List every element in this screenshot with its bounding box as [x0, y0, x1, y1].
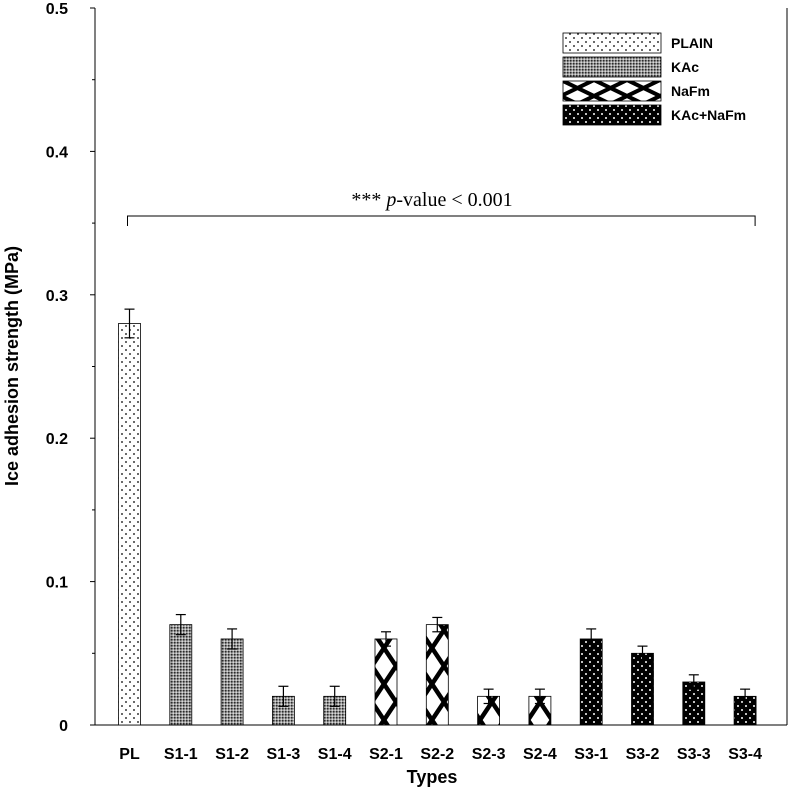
legend-swatch-kacnafm [562, 104, 662, 126]
x-tick-label: S3-4 [728, 746, 762, 763]
significance-label: *** p-value < 0.001 [351, 189, 512, 211]
y-tick-label: 0.4 [46, 144, 68, 161]
x-tick-label: S2-1 [369, 746, 403, 763]
legend-swatch-plain [562, 32, 662, 54]
x-tick-label: S1-3 [267, 746, 301, 763]
x-tick-label: S1-1 [164, 746, 198, 763]
y-tick-label: 0.1 [46, 575, 68, 592]
x-tick-label: PL [119, 746, 140, 763]
significance-annotation: *** p-value < 0.001 [127, 189, 756, 226]
legend-label: KAc [671, 59, 699, 75]
y-tick-label: 0.3 [46, 288, 68, 305]
bar-s3-2 [631, 652, 654, 726]
bar-s2-1 [374, 638, 398, 726]
legend-swatch-kac [562, 56, 662, 78]
legend-swatch-nafm [562, 80, 662, 102]
y-axis-title: Ice adhesion strength (MPa) [2, 246, 22, 486]
y-tick-label: 0 [59, 718, 68, 735]
legend-label: NaFm [671, 83, 710, 99]
legend-label: KAc+NaFm [671, 107, 746, 123]
legend-label: PLAIN [671, 35, 713, 51]
y-tick-label: 0.5 [46, 1, 68, 18]
x-tick-label: S3-1 [574, 746, 608, 763]
bar-s1-2 [220, 638, 244, 726]
x-tick-label: S1-2 [215, 746, 249, 763]
legend: PLAIN KAc NaFm KAc+NaFm [562, 32, 746, 126]
x-tick-label: S2-4 [523, 746, 557, 763]
bar-s1-1 [169, 624, 193, 726]
y-tick-label: 0.2 [46, 431, 68, 448]
x-tick-label: S2-3 [472, 746, 506, 763]
x-axis-title: Types [407, 767, 458, 787]
x-tick-label: S3-3 [677, 746, 711, 763]
significance-bracket [127, 215, 756, 226]
x-tick-label: S3-2 [626, 746, 660, 763]
bar-pl [118, 323, 141, 726]
bar-s3-1 [579, 638, 603, 726]
bar-s2-2 [425, 624, 449, 726]
x-tick-label: S1-4 [318, 746, 352, 763]
x-tick-label: S2-2 [420, 746, 454, 763]
